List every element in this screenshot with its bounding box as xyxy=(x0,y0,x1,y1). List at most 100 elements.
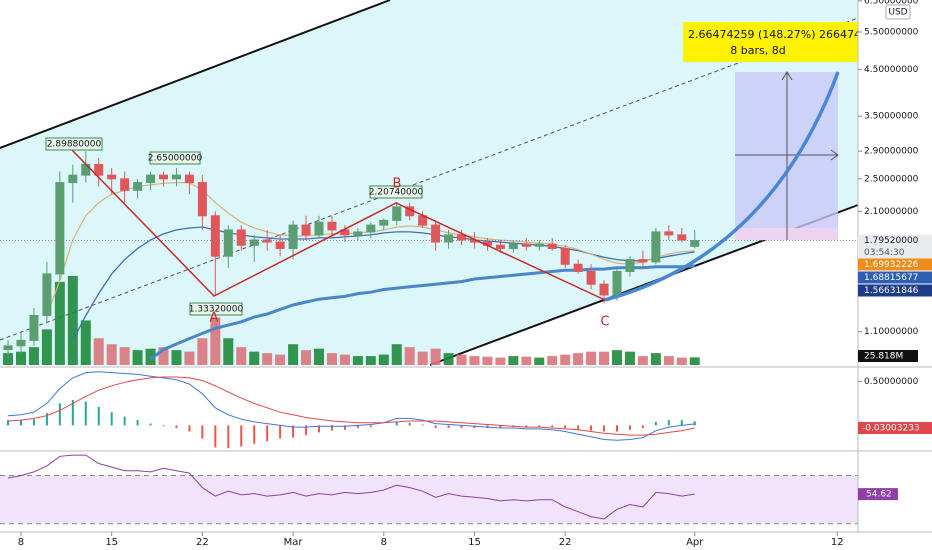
point-label-box xyxy=(189,302,243,316)
volume-bar xyxy=(80,320,91,365)
macd-histogram xyxy=(123,416,126,426)
candle-body xyxy=(55,182,65,275)
rsi-label: 54.62 xyxy=(866,490,892,500)
candle-body xyxy=(560,247,570,265)
y-tick-label: 5.50000000 xyxy=(864,27,919,37)
macd-histogram xyxy=(564,425,567,429)
macd-histogram xyxy=(603,425,606,432)
macd-histogram xyxy=(577,425,580,430)
point-label: 2.65000000 xyxy=(148,154,203,164)
macd-histogram xyxy=(227,425,230,449)
projection-curve xyxy=(604,71,840,302)
signal-label: -0.03003233 xyxy=(862,424,920,434)
candle-body xyxy=(171,174,181,180)
candle-body xyxy=(68,174,78,184)
volume-bar xyxy=(443,353,454,365)
candle-body xyxy=(431,224,441,243)
volume-bar xyxy=(482,356,493,365)
x-tick-label: Apr xyxy=(686,537,704,548)
ma-label-box xyxy=(858,284,932,297)
candle-body xyxy=(314,221,324,236)
macd-histogram xyxy=(447,425,450,429)
macd-histogram xyxy=(343,425,346,430)
candle-body xyxy=(16,339,26,347)
volume-bar xyxy=(430,348,441,365)
volume-bar xyxy=(301,350,312,365)
volume-label: 25.818M xyxy=(864,352,903,362)
macd-histogram xyxy=(538,425,541,428)
volume-bar xyxy=(391,344,402,365)
macd-histogram xyxy=(641,425,644,429)
candle-body xyxy=(690,239,700,247)
candle-body xyxy=(573,263,583,272)
volume-bar xyxy=(495,357,506,365)
volume-bar xyxy=(689,357,700,365)
candle-body xyxy=(599,283,609,296)
macd-histogram xyxy=(628,425,631,430)
rsi-band xyxy=(0,475,858,524)
x-tick-label: Mar xyxy=(284,537,304,548)
macd-line xyxy=(7,371,695,441)
macd-histogram xyxy=(253,425,256,444)
macd-histogram xyxy=(654,421,657,426)
candle-body xyxy=(275,241,285,249)
macd-histogram xyxy=(292,425,295,438)
y-tick-label: 3.50000000 xyxy=(864,112,919,122)
point-label-box xyxy=(369,185,423,199)
volume-bar xyxy=(637,356,648,365)
macd-histogram xyxy=(434,425,437,429)
y-tick-label: 2.10000000 xyxy=(864,207,919,217)
candle-body xyxy=(495,244,505,249)
volume-bar xyxy=(339,354,350,365)
volume-bar xyxy=(313,348,324,365)
wave-letter: B xyxy=(393,177,402,192)
candle-body xyxy=(651,231,661,263)
volume-bar xyxy=(119,347,130,365)
volume-bar xyxy=(456,354,467,365)
macd-histogram xyxy=(616,425,619,432)
candle-body xyxy=(366,224,376,233)
volume-bar xyxy=(28,347,39,365)
volume-bar xyxy=(469,356,480,365)
macd-histogram xyxy=(693,421,696,426)
projection-arrow xyxy=(781,71,793,81)
volume-bar xyxy=(573,353,584,365)
candle-body xyxy=(42,273,52,317)
candle-body xyxy=(457,234,467,241)
x-tick-label: 22 xyxy=(196,537,209,548)
currency-box xyxy=(885,4,911,20)
volume-bar xyxy=(599,351,610,365)
candle-body xyxy=(133,182,143,191)
macd-histogram xyxy=(32,419,35,426)
y-tick-label: 2.50000000 xyxy=(864,174,919,184)
volume-bar xyxy=(262,353,273,365)
candle-body xyxy=(625,259,635,272)
volume-bar xyxy=(93,338,104,365)
macd-histogram xyxy=(317,425,320,433)
volume-bar xyxy=(158,347,169,365)
ma-label: 1.69932226 xyxy=(864,260,919,270)
macd-histogram xyxy=(58,403,61,426)
abc-pattern xyxy=(71,149,606,301)
volume-bar xyxy=(197,338,208,365)
macd-histogram xyxy=(369,425,372,428)
channel-upper xyxy=(0,0,391,149)
volume-bar xyxy=(326,353,337,365)
macd-histogram xyxy=(45,413,48,426)
macd-histogram xyxy=(19,420,22,426)
signal-label-box xyxy=(858,422,932,435)
candle-body xyxy=(29,315,39,341)
projection-arrow xyxy=(830,149,839,161)
projection-info: 8 bars, 8d xyxy=(730,44,785,57)
macd-histogram xyxy=(525,425,528,428)
x-tick-label: 15 xyxy=(468,537,481,548)
volume-bar xyxy=(67,275,78,365)
macd-histogram xyxy=(279,425,282,439)
candle-body xyxy=(444,234,454,243)
volume-bar xyxy=(106,344,117,365)
candle-body xyxy=(664,231,674,236)
x-tick-label: 15 xyxy=(105,537,118,548)
volume-bar xyxy=(650,353,661,365)
macd-histogram xyxy=(7,420,10,426)
candle-body xyxy=(159,174,169,180)
